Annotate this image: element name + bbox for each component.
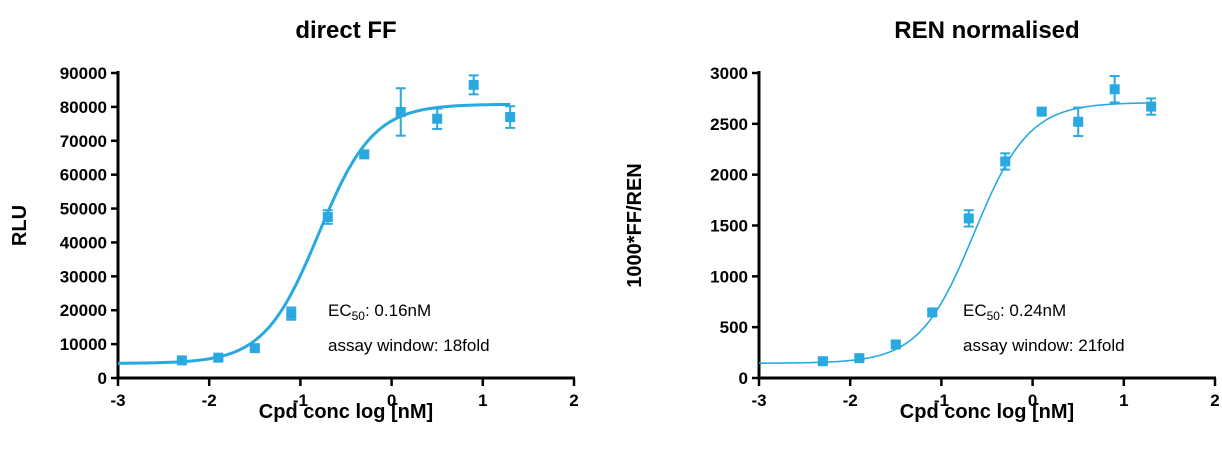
y-tick-label: 1000: [710, 267, 748, 286]
chart-direct-ff: direct FF 0 10000 20000 30000 40000 50000 60000…: [9, 17, 579, 423]
y-tick-label: 2000: [710, 166, 748, 185]
fit-curve: [117, 102, 511, 365]
y-tick-label: 60000: [60, 166, 107, 185]
data-point: [817, 356, 828, 367]
ec50-prefix: EC: [328, 301, 352, 320]
x-tick-label: 0: [1028, 391, 1037, 410]
ec50-value: : 0.24nM: [1000, 301, 1066, 320]
data-point: [1000, 156, 1011, 167]
x-axis-label: Cpd conc log [nM]: [259, 401, 433, 423]
x-tick-label: 0: [387, 391, 396, 410]
x-tick-label: 2: [569, 391, 578, 410]
ec50-prefix: EC: [963, 301, 987, 320]
chart-ren-normalised: REN normalised050010001500200025003000-3…: [624, 17, 1220, 423]
data-point: [505, 112, 516, 123]
x-tick-label: -3: [110, 391, 125, 410]
data-point: [249, 343, 260, 354]
ec50-annotation: EC50: 0.16nM: [328, 301, 431, 323]
data-point: [1109, 84, 1120, 95]
x-axis-label: Cpd conc log [nM]: [900, 401, 1074, 423]
data-point: [395, 106, 406, 117]
y-tick-label: 0: [98, 369, 107, 388]
x-tick-label: -2: [843, 391, 858, 410]
ec50-value: : 0.16nM: [365, 301, 431, 320]
chart-title: direct FF: [295, 17, 396, 44]
assay-window-annotation: assay window: 18fold: [328, 336, 490, 355]
data-point: [1036, 106, 1047, 117]
y-tick-label: 500: [720, 318, 748, 337]
ec50-subscript: 50: [987, 309, 1001, 323]
data-point: [432, 113, 443, 124]
y-tick-label: 10000: [60, 335, 107, 354]
assay-window-annotation: assay window: 21fold: [963, 336, 1125, 355]
y-tick-label: 3000: [710, 64, 748, 83]
y-tick-label: 50000: [60, 200, 107, 219]
x-tick-label: -3: [751, 391, 766, 410]
y-tick-label: 70000: [60, 132, 107, 151]
data-point: [468, 79, 479, 90]
chart-panel-direct-ff: direct FF 0 10000 20000 30000 40000 50000 60000…: [9, 17, 579, 423]
chart-title: REN normalised: [894, 17, 1079, 44]
y-axis-label: RLU: [9, 205, 31, 246]
data-point: [359, 149, 370, 160]
y-tick-label: 1500: [710, 217, 748, 236]
y-tick-label: 2500: [710, 115, 748, 134]
ec50-subscript: 50: [352, 309, 366, 323]
fit-curve: [758, 102, 1152, 364]
chart-panel-ren-normalised: REN normalised 0 500 1000 1500 2000 2500 3000 -3…: [611, 0, 1222, 451]
data-point: [1073, 116, 1084, 127]
data-point: [963, 213, 974, 224]
x-tick-label: -1: [934, 391, 949, 410]
y-tick-label: 40000: [60, 233, 107, 252]
y-tick-label: 30000: [60, 267, 107, 286]
data-point: [322, 212, 333, 223]
y-tick-label: 80000: [60, 98, 107, 117]
x-tick-label: 2: [1210, 391, 1219, 410]
y-tick-label: 90000: [60, 64, 107, 83]
x-tick-label: -1: [293, 391, 308, 410]
x-tick-label: -2: [202, 391, 217, 410]
x-tick-label: 1: [1119, 391, 1128, 410]
data-point: [286, 308, 297, 319]
data-point: [1146, 101, 1157, 112]
x-tick-label: 1: [478, 391, 487, 410]
y-axis-label: 1000*FF/REN: [624, 163, 646, 288]
data-point: [927, 307, 938, 318]
data-point: [890, 339, 901, 350]
y-tick-label: 0: [739, 369, 748, 388]
data-point: [213, 352, 224, 363]
data-point: [176, 355, 187, 366]
data-point: [854, 353, 865, 364]
ec50-annotation: EC50: 0.24nM: [963, 301, 1066, 323]
y-tick-label: 20000: [60, 301, 107, 320]
